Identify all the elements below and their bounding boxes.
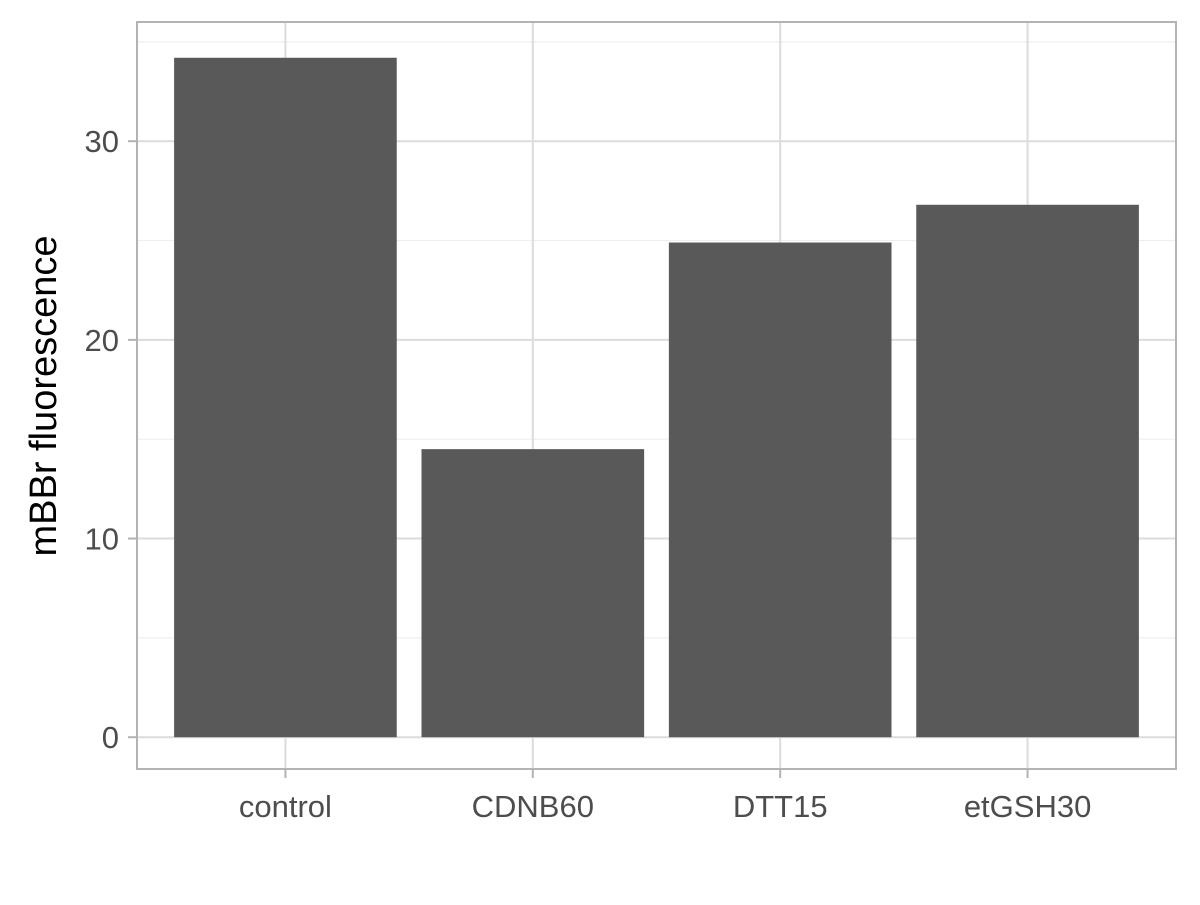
bar-control <box>174 57 397 738</box>
y-tick-labels: 0 10 20 30 <box>85 124 119 755</box>
x-tick-label: etGSH30 <box>964 789 1092 824</box>
bar-DTT15 <box>668 242 892 738</box>
bar-CDNB60 <box>421 449 645 738</box>
axis-ticks <box>128 140 1029 778</box>
x-tick-label: control <box>239 789 332 824</box>
x-tick-labels: control CDNB60 DTT15 etGSH30 <box>239 789 1091 824</box>
x-tick-label: DTT15 <box>733 789 828 824</box>
panel-border <box>136 21 1177 770</box>
bar-etGSH30 <box>916 204 1139 738</box>
x-tick-label: CDNB60 <box>472 789 594 824</box>
y-tick-label: 20 <box>85 323 119 358</box>
bars <box>174 57 1139 738</box>
y-tick-label: 30 <box>85 124 119 159</box>
y-tick-label: 10 <box>85 522 119 557</box>
y-axis-title: mBBr fluorescence <box>23 235 65 556</box>
y-tick-label: 0 <box>102 720 119 755</box>
